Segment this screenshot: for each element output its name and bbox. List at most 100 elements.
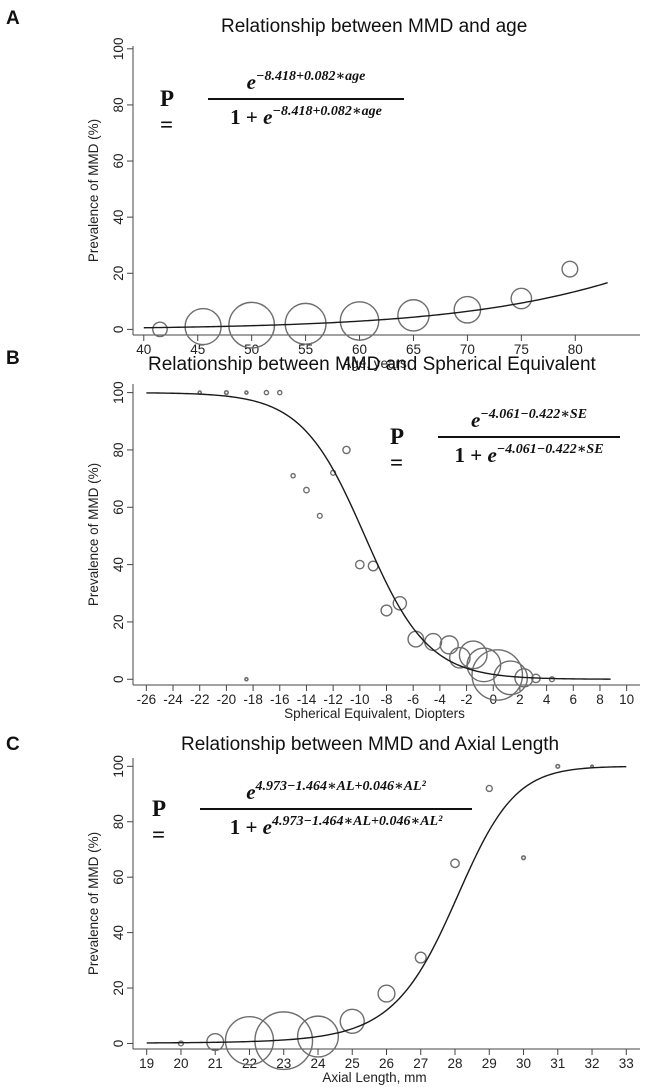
x-tick-label: 80 (568, 342, 583, 357)
x-tick-label: 29 (482, 1056, 497, 1071)
x-tick-label: 70 (460, 342, 475, 357)
data-point (152, 321, 168, 338)
x-tick-label: 10 (619, 692, 634, 707)
x-tick-label: 4 (543, 692, 551, 707)
x-tick-label: -8 (380, 692, 392, 707)
data-point (303, 486, 310, 494)
data-point (244, 390, 249, 395)
y-tick-label: 80 (111, 814, 126, 829)
x-tick-label: 30 (516, 1056, 531, 1071)
x-tick-label: 22 (242, 1056, 257, 1071)
x-tick-label: -16 (270, 692, 290, 707)
y-tick-label: 20 (111, 614, 126, 629)
fitted-curve (146, 765, 627, 1044)
x-tick-label: 20 (173, 1056, 188, 1071)
data-point (450, 858, 460, 869)
panel-letter-b: B (6, 348, 20, 369)
x-tick-label: 26 (379, 1056, 394, 1071)
x-tick-label: -14 (297, 692, 317, 707)
data-point (380, 604, 393, 617)
x-tick-label: 21 (208, 1056, 223, 1071)
y-axis-label: Prevalence of MMD (%) (86, 119, 101, 262)
formula-den-prefix-c: 1 + (229, 815, 258, 839)
formula-num-exp-b: −4.061−0.422∗SE (480, 407, 588, 422)
x-tick-label: 6 (570, 692, 578, 707)
x-tick-label: 24 (310, 1056, 326, 1071)
x-tick-label: 60 (352, 342, 367, 357)
data-point (555, 763, 561, 769)
x-tick-label: -10 (350, 692, 370, 707)
y-tick-label: 100 (111, 38, 126, 61)
y-tick-label: 60 (111, 870, 126, 885)
data-point (276, 389, 283, 396)
data-point (263, 389, 270, 396)
chart-svg-a: 0 20 40 60 80 100 40 45 50 55 60 65 70 75 80 Prevalence… (86, 38, 640, 371)
y-tick-label: 100 (111, 755, 126, 778)
x-tick-label: -18 (243, 692, 263, 707)
y-tick-label: 100 (111, 381, 126, 404)
y-axis-label: Prevalence of MMD (%) (86, 832, 101, 975)
data-point (520, 855, 527, 861)
x-tick-label: -26 (137, 692, 157, 707)
x-tick-label: 25 (345, 1056, 360, 1071)
chart-title-a: Relationship between MMD and age (221, 16, 528, 37)
x-tick-label: -4 (434, 692, 446, 707)
chart-title-b: Relationship between MMD and Spherical E… (148, 354, 596, 375)
x-tick-label: 33 (619, 1056, 634, 1071)
y-axis-label: Prevalence of MMD (%) (86, 463, 101, 606)
y-tick-label: 60 (111, 500, 126, 515)
x-tick-label: 75 (514, 342, 529, 357)
x-axis-label: Axial Length, mm (322, 1070, 426, 1085)
x-tick-label: 40 (136, 342, 151, 357)
formula-num-base-a: e (246, 70, 256, 94)
formula-lhs-c: P = (152, 796, 166, 847)
x-tick-label: 32 (585, 1056, 600, 1071)
y-tick-label: 40 (111, 210, 126, 225)
panel-letter-c: C (6, 734, 20, 755)
x-tick-label: -24 (163, 692, 183, 707)
x-axis-label: Spherical Equivalent, Diopters (284, 706, 465, 721)
x-tick-label: 65 (406, 342, 421, 357)
data-point (316, 512, 323, 519)
formula-lhs-b: P = (390, 424, 404, 475)
data-point (296, 1015, 340, 1058)
x-tick-label: -22 (190, 692, 210, 707)
x-tick-label: 23 (276, 1056, 291, 1071)
data-point (177, 1040, 185, 1047)
formula-den-exp-b: −4.061−0.422∗SE (496, 442, 604, 457)
x-tick-label: 27 (413, 1056, 428, 1071)
data-point (414, 951, 427, 964)
x-tick-label: 50 (244, 342, 259, 357)
data-point (448, 646, 471, 669)
data-point (223, 389, 229, 396)
x-tick-label: 45 (190, 342, 205, 357)
data-point (471, 649, 524, 701)
chart-panel-b: B Relationship between MMD and Spherical… (0, 348, 649, 721)
y-tick-label: 0 (111, 1040, 126, 1048)
x-tick-label: 31 (550, 1056, 565, 1071)
y-tick-label: 0 (111, 326, 126, 334)
formula-bar-c (200, 808, 472, 810)
data-point (339, 301, 380, 341)
formula-den-prefix-b: 1 + (454, 443, 483, 467)
x-tick-label: -20 (217, 692, 237, 707)
data-point (244, 676, 249, 682)
data-point (290, 472, 296, 479)
x-tick-label: -2 (461, 692, 473, 707)
x-axis-label: Age, years (342, 356, 407, 371)
formula-bar-a (208, 98, 404, 100)
data-point (561, 260, 579, 278)
x-tick-label: 28 (447, 1056, 462, 1071)
y-tick-label: 80 (111, 97, 126, 112)
x-tick-label: -12 (323, 692, 343, 707)
fitted-curve (146, 392, 611, 680)
data-point (424, 632, 443, 652)
formula-den-exp-a: −8.418+0.082∗age (272, 104, 382, 119)
data-point (342, 445, 351, 455)
y-tick-label: 60 (111, 154, 126, 169)
y-tick-label: 80 (111, 442, 126, 457)
data-point (377, 984, 396, 1003)
y-tick-label: 0 (111, 676, 126, 684)
formula-num-exp-c: 4.973−1.464∗AL+0.046∗AL² (255, 779, 426, 794)
